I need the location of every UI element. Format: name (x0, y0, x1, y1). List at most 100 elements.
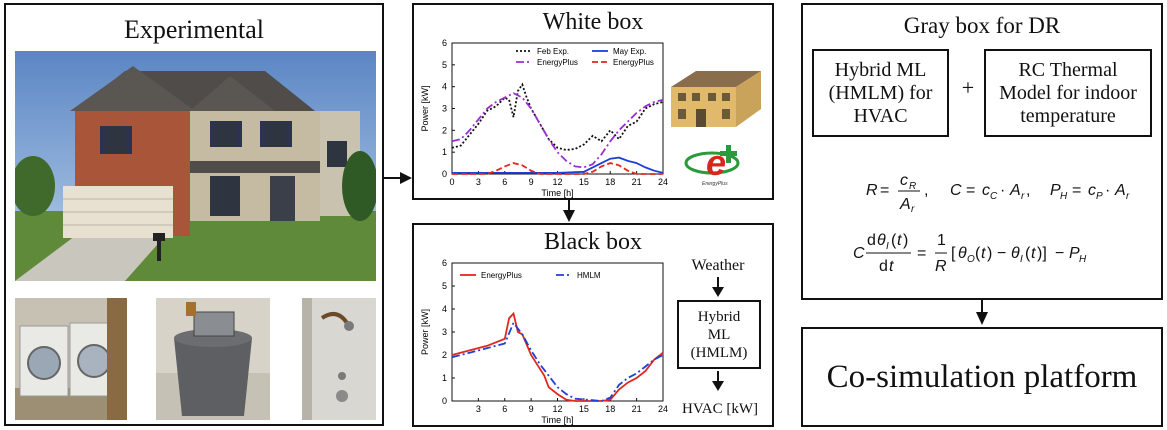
legend-entry: Feb Exp. (537, 47, 569, 56)
x-tick-label: 3 (476, 177, 481, 187)
white-box-title: White box (542, 9, 644, 35)
svg-text:,: , (1026, 182, 1030, 199)
cosim-title: Co-simulation platform (826, 358, 1138, 395)
hybrid-ml-line1: Hybrid (697, 308, 741, 325)
x-axis-label: Time [h] (541, 188, 573, 198)
svg-text:R: R (866, 182, 878, 199)
series-line-2 (451, 92, 664, 169)
svg-text:c: c (900, 172, 908, 189)
svg-text:d: d (867, 232, 876, 249)
experimental-to-whitebox-arrow (384, 172, 412, 184)
x-tick-label: 6 (502, 404, 507, 414)
svg-text:t: t (981, 245, 986, 262)
legend-entry: HMLM (577, 271, 601, 280)
svg-text:H: H (1079, 254, 1087, 265)
x-tick-label: 9 (529, 177, 534, 187)
x-axis-label: Time [h] (541, 415, 573, 425)
svg-text:): ) (987, 245, 992, 262)
y-tick-label: 4 (442, 82, 447, 92)
svg-text:·: · (1000, 182, 1005, 199)
legend-entry: May Exp. (613, 47, 646, 56)
svg-text:O: O (967, 254, 975, 265)
svg-text:r: r (1021, 191, 1025, 202)
rc-line3: temperature (1020, 104, 1116, 127)
svg-text:θ: θ (877, 232, 886, 249)
svg-text:r: r (1126, 191, 1130, 202)
svg-text:·: · (1105, 182, 1110, 199)
series-line-0 (451, 311, 664, 402)
svg-text:t: t (1031, 245, 1036, 262)
hvac-output-label: HVAC [kW] (682, 401, 758, 417)
shower-photo (302, 298, 376, 420)
experimental-title: Experimental (123, 15, 265, 44)
svg-text:[: [ (951, 245, 956, 262)
hybrid-ml-box: Hybrid ML (HMLM) (677, 300, 761, 369)
cosim-panel: Co-simulation platform (801, 327, 1163, 427)
svg-text:c: c (982, 182, 990, 199)
hmlm-line2: (HMLM) for (828, 81, 933, 104)
svg-text:A: A (1114, 182, 1126, 199)
svg-text:): ) (903, 232, 908, 249)
hmlm-box: Hybrid ML (HMLM) for HVAC (812, 49, 949, 137)
energyplus-logo-text: EnergyPlus (702, 181, 728, 187)
white-box-panel: White box 0 3 6 9 12 15 18 21 24 0 1 2 3 4 5 6 Time [h] P… (412, 3, 774, 200)
washer-dryer-photo (15, 298, 127, 420)
y-tick-label: 1 (442, 373, 447, 383)
water-heater-photo (156, 298, 270, 420)
x-tick-label: 21 (632, 404, 642, 414)
legend-entry: EnergyPlus (481, 271, 522, 280)
svg-text:(: ( (975, 245, 981, 262)
svg-text:t: t (889, 258, 894, 275)
hmlm-line3: HVAC (853, 104, 908, 127)
weather-arrow (712, 277, 724, 297)
svg-text:,: , (924, 182, 928, 199)
svg-text:A: A (899, 196, 911, 213)
x-tick-label: 15 (579, 404, 589, 414)
x-tick-label: 9 (529, 404, 534, 414)
x-tick-label: 21 (632, 177, 642, 187)
svg-text:−: − (997, 245, 1006, 262)
building-model-image (666, 57, 766, 133)
x-tick-label: 12 (552, 404, 562, 414)
x-tick-label: 24 (658, 177, 668, 187)
x-tick-label: 24 (658, 404, 668, 414)
svg-text:H: H (1060, 191, 1068, 202)
x-tick-label: 3 (476, 404, 481, 414)
hybrid-ml-line3: (HMLM) (690, 344, 748, 361)
x-tick-label: 6 (502, 177, 507, 187)
legend-entry: EnergyPlus (613, 58, 654, 67)
gray-box-panel: Gray box for DR Hybrid ML (HMLM) for HVA… (801, 3, 1163, 300)
svg-text:=: = (880, 182, 889, 199)
whitebox-to-blackbox-arrow (563, 200, 575, 222)
graybox-to-cosim-arrow (976, 300, 988, 325)
y-tick-label: 5 (442, 60, 447, 70)
y-tick-label: 5 (442, 281, 447, 291)
y-tick-label: 4 (442, 304, 447, 314)
weather-label: Weather (691, 257, 745, 274)
svg-text:=: = (1072, 182, 1081, 199)
svg-text:P: P (1096, 191, 1103, 202)
svg-text:P: P (1050, 182, 1061, 199)
svg-text:R: R (935, 258, 947, 275)
energyplus-logo: e EnergyPlus (684, 141, 748, 193)
svg-text:θ: θ (958, 245, 967, 262)
series-line-1 (451, 321, 664, 402)
svg-text:=: = (917, 245, 926, 262)
svg-text:C: C (950, 182, 962, 199)
x-tick-label: 0 (449, 177, 454, 187)
plus-sign: + (961, 75, 975, 100)
y-tick-label: 6 (442, 258, 447, 268)
y-tick-label: 2 (442, 350, 447, 360)
svg-text:c: c (1088, 182, 1096, 199)
y-tick-label: 3 (442, 104, 447, 114)
experimental-panel: Experimental (4, 3, 384, 426)
series-line-1 (452, 156, 664, 174)
y-tick-label: 2 (442, 125, 447, 135)
svg-text:R: R (909, 181, 916, 192)
y-tick-label: 0 (442, 396, 447, 406)
x-tick-label: 18 (605, 177, 615, 187)
